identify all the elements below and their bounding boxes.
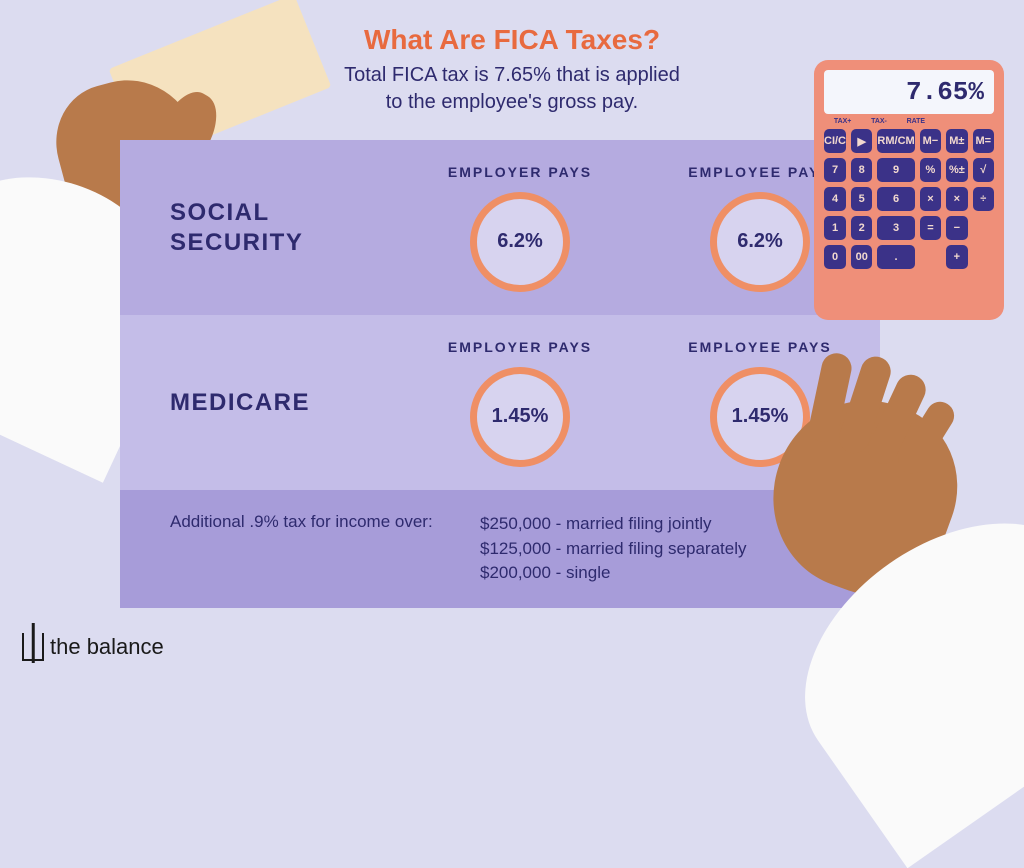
calculator-key: ▶ xyxy=(851,129,872,153)
calculator-key: M− xyxy=(920,129,941,153)
pay-column: EMPLOYER PAYS 1.45% xyxy=(420,339,620,467)
additional-tax-footer: Additional .9% tax for income over:$250,… xyxy=(120,490,880,608)
calculator-key: CI/C xyxy=(824,129,846,153)
calculator-key: . xyxy=(877,245,914,269)
calculator-key: RM/CM xyxy=(877,129,914,153)
calculator-key: %± xyxy=(946,158,967,182)
calculator-key: 0 xyxy=(824,245,846,269)
subtitle-line-1: Total FICA tax is 7.65% that is applied xyxy=(344,64,680,86)
calculator-key: 9 xyxy=(877,158,914,182)
calculator-display: 7.65% xyxy=(824,70,994,114)
calculator-label-row: TAX+ TAX- RATE xyxy=(824,118,994,125)
calculator-key: 8 xyxy=(851,158,872,182)
logo-mark-icon xyxy=(22,633,44,661)
calculator-key: = xyxy=(920,216,941,240)
calc-label: RATE xyxy=(907,118,926,125)
breakdown-row: SOCIALSECURITYEMPLOYER PAYS6.2%EMPLOYEE … xyxy=(120,140,880,315)
footer-thresholds: $250,000 - married filing jointly$125,00… xyxy=(480,512,746,586)
calculator-key: × xyxy=(946,187,967,211)
pay-column: EMPLOYER PAYS 6.2% xyxy=(420,164,620,292)
fica-breakdown-panel: SOCIALSECURITY EMPLOYER PAYS 6.2% EMPLOYEE … xyxy=(120,140,880,608)
calculator-key: 5 xyxy=(851,187,872,211)
calculator-key: % xyxy=(920,158,941,182)
calculator-key: 2 xyxy=(851,216,872,240)
row-category-label: SOCIALSECURITY xyxy=(120,198,400,258)
calc-label: TAX+ xyxy=(834,118,852,125)
calculator-key xyxy=(973,216,994,240)
calculator-key: M= xyxy=(973,129,994,153)
calculator-key: 00 xyxy=(851,245,872,269)
percentage-circle: 1.45% xyxy=(470,367,570,467)
calculator-key: 4 xyxy=(824,187,846,211)
calculator-key: ÷ xyxy=(973,187,994,211)
column-header: EMPLOYER PAYS xyxy=(420,339,620,355)
calculator-key: + xyxy=(946,245,967,269)
percentage-circle: 6.2% xyxy=(470,192,570,292)
calculator-button-grid: CI/C▶RM/CMM−M±M=789%%±√456××÷123=−000.+ xyxy=(824,129,994,269)
row-category-label: MEDICARE xyxy=(120,388,400,418)
calc-label: TAX- xyxy=(871,118,887,125)
logo-text: the balance xyxy=(50,634,164,660)
column-header: EMPLOYER PAYS xyxy=(420,164,620,180)
brand-logo: the balance xyxy=(22,633,164,661)
column-header: EMPLOYEE PAYS xyxy=(660,339,860,355)
calculator-illustration: 7.65% TAX+ TAX- RATE CI/C▶RM/CMM−M±M= 789%%… xyxy=(814,60,1004,320)
calculator-key: 1 xyxy=(824,216,846,240)
footer-lead-text: Additional .9% tax for income over: xyxy=(170,512,480,586)
calculator-key xyxy=(920,245,941,269)
calculator-key: √ xyxy=(973,158,994,182)
calculator-key: M± xyxy=(946,129,967,153)
calculator-key: 7 xyxy=(824,158,846,182)
page-title: What Are FICA Taxes? xyxy=(0,0,1024,56)
calculator-key xyxy=(973,245,994,269)
breakdown-row: MEDICARE EMPLOYER PAYS 1.45% EMPLOYEE PAYS 1… xyxy=(120,315,880,490)
calculator-key: − xyxy=(946,216,967,240)
subtitle-line-2: to the employee's gross pay. xyxy=(386,91,638,113)
calculator-key: × xyxy=(920,187,941,211)
calculator-key: 3 xyxy=(877,216,914,240)
percentage-circle: 6.2% xyxy=(710,192,810,292)
calculator-key: 6 xyxy=(877,187,914,211)
